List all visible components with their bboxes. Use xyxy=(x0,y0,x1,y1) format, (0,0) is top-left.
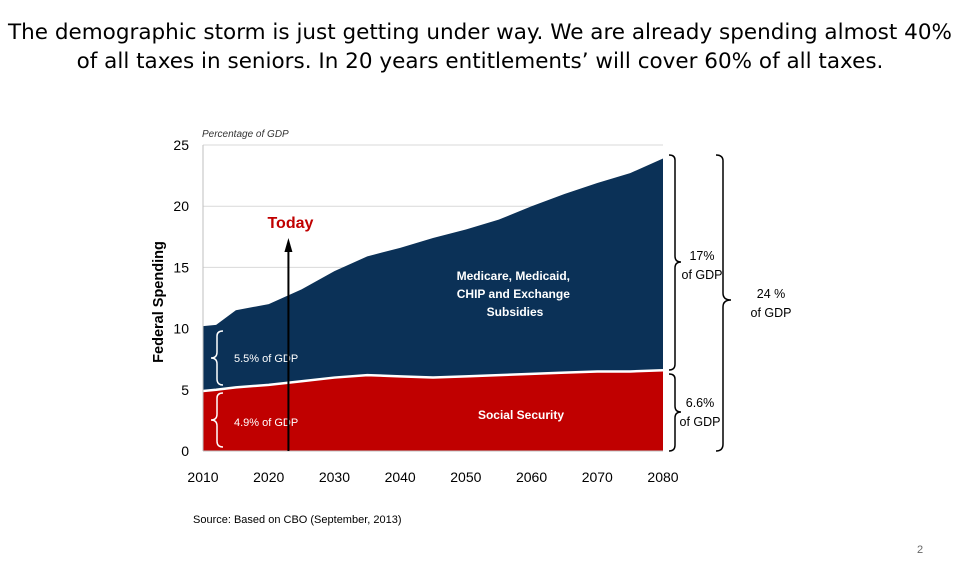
left-ss-brace: 4.9% of GDP xyxy=(210,392,298,448)
right-health-annotation-line-2: of GDP xyxy=(682,268,723,282)
slide-title-line-1: The demographic storm is just getting un… xyxy=(8,20,952,45)
left-health-brace: 5.5% of GDP xyxy=(210,330,298,386)
social-security-area xyxy=(203,370,663,451)
social-security-label: Social Security xyxy=(478,408,564,422)
y-tick-label-25: 25 xyxy=(173,137,189,153)
right-health-bracket-icon xyxy=(668,154,682,371)
x-tick-label-2070: 2070 xyxy=(582,469,613,485)
axes xyxy=(202,145,663,452)
y-axis-title: Federal Spending xyxy=(151,241,167,363)
right-total-bracket-icon xyxy=(715,154,732,452)
health-area xyxy=(203,158,663,392)
right-ss-annotation-line-1: 6.6% xyxy=(686,396,715,410)
source-note: Source: Based on CBO (September, 2013) xyxy=(193,514,402,526)
health-label-line-1: Medicare, Medicaid, xyxy=(457,269,570,283)
y-tick-label-5: 5 xyxy=(181,382,189,398)
y-tick-label-15: 15 xyxy=(173,259,189,275)
slide-title: The demographic storm is just getting un… xyxy=(0,18,960,76)
left-ss-brace-icon xyxy=(210,392,224,448)
health-label-line-2: CHIP and Exchange xyxy=(457,287,570,301)
right-health-bracket: 17% of GDP xyxy=(668,154,723,371)
right-ss-bracket-icon xyxy=(668,373,682,452)
tick-labels: 0 5 10 15 20 25 2010 2020 2030 2040 2050 2060 2070 20… xyxy=(173,137,678,485)
x-tick-label-2080: 2080 xyxy=(647,469,678,485)
x-tick-label-2050: 2050 xyxy=(450,469,481,485)
y-tick-label-0: 0 xyxy=(181,443,189,459)
today-arrow-icon xyxy=(284,238,293,252)
x-tick-label-2030: 2030 xyxy=(319,469,350,485)
page-number: 2 xyxy=(917,544,924,556)
x-tick-label-2060: 2060 xyxy=(516,469,547,485)
right-ss-bracket: 6.6% of GDP xyxy=(668,373,721,452)
health-label-line-3: Subsidies xyxy=(487,305,544,319)
today-marker: Today xyxy=(267,215,313,451)
today-label: Today xyxy=(267,215,313,232)
x-tick-label-2020: 2020 xyxy=(253,469,284,485)
x-tick-label-2010: 2010 xyxy=(187,469,218,485)
left-ss-annotation: 4.9% of GDP xyxy=(234,417,298,429)
y-tick-label-20: 20 xyxy=(173,198,189,214)
left-health-brace-icon xyxy=(210,330,224,386)
right-ss-annotation-line-2: of GDP xyxy=(680,415,721,429)
series-divider-line xyxy=(202,368,664,393)
area-series xyxy=(202,158,664,451)
right-total-bracket: 24 % of GDP xyxy=(715,154,792,452)
left-health-annotation: 5.5% of GDP xyxy=(234,353,298,365)
health-series-label: Medicare, Medicaid, CHIP and Exchange Su… xyxy=(457,269,574,319)
slide-title-line-2: of all taxes in seniors. In 20 years ent… xyxy=(76,49,884,74)
x-tick-label-2040: 2040 xyxy=(385,469,416,485)
y-tick-label-10: 10 xyxy=(173,321,189,337)
right-health-annotation-line-1: 17% xyxy=(689,249,714,263)
right-total-annotation-line-2: of GDP xyxy=(751,306,792,320)
unit-label: Percentage of GDP xyxy=(202,129,289,140)
right-total-annotation-line-1: 24 % xyxy=(757,287,786,301)
